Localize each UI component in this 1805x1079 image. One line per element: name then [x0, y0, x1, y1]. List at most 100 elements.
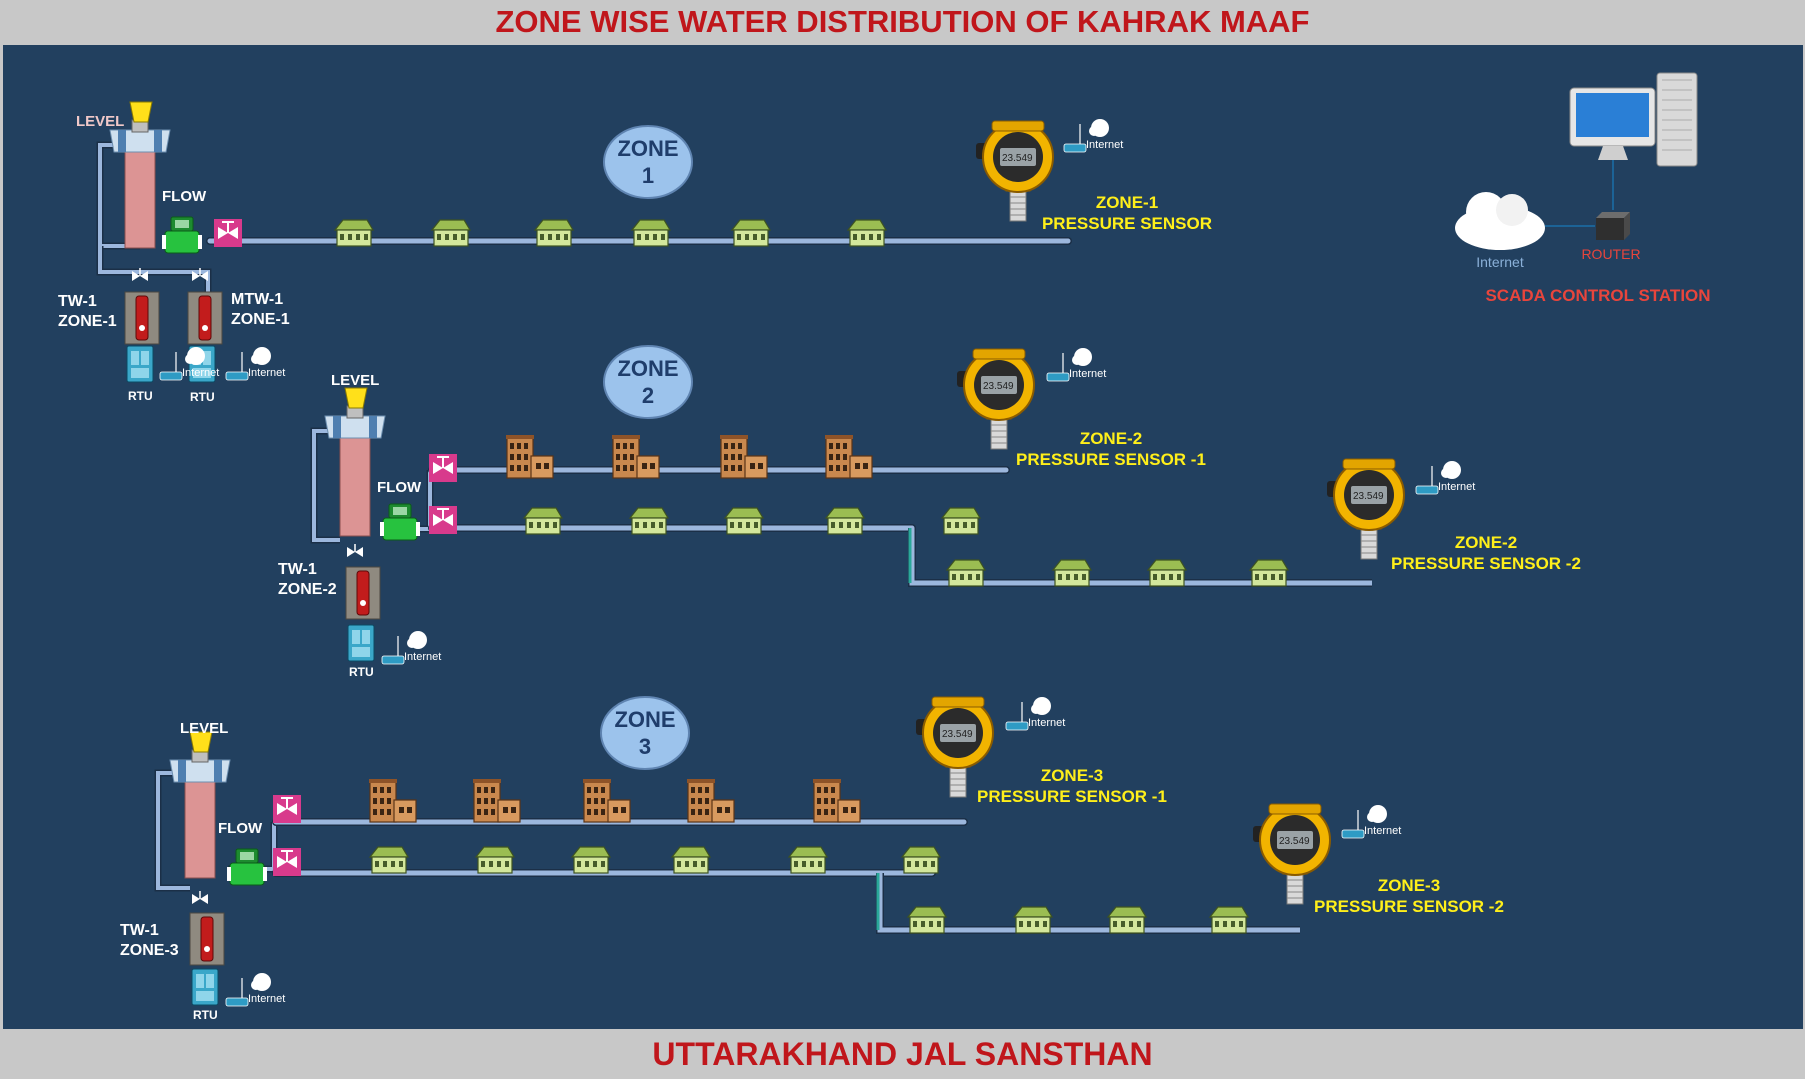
transmitter-cap [991, 120, 1045, 132]
valve-body [433, 514, 443, 526]
internet-label: Internet [1028, 717, 1065, 729]
building-window [731, 443, 735, 449]
cloud-icon [1367, 812, 1377, 822]
overhead-tank-icon [109, 101, 171, 249]
building-window [484, 798, 488, 804]
house-wall [433, 229, 469, 247]
house-roof [570, 846, 612, 858]
cloud-icon [185, 354, 195, 364]
internet-label: Internet [1086, 139, 1123, 151]
house-window [963, 522, 967, 528]
building-window [630, 465, 634, 471]
building-window [731, 465, 735, 471]
house-window [754, 522, 758, 528]
valve-body [277, 803, 287, 815]
zone-bubble-shape [603, 125, 693, 199]
house-window [391, 861, 395, 867]
building-window [594, 787, 598, 793]
house-window [437, 234, 441, 240]
building-icon [687, 779, 735, 823]
display-reading: 23.549 [1002, 153, 1033, 164]
rtu-label: RTU [193, 1008, 218, 1022]
rtu-door [352, 647, 370, 657]
internet-label: Internet [182, 367, 219, 379]
house-roof [368, 846, 410, 858]
building-window [630, 443, 634, 449]
house-window [753, 234, 757, 240]
building-cornice [583, 779, 611, 783]
rtu-door [131, 368, 149, 378]
house-roof [430, 219, 472, 231]
house-window [635, 522, 639, 528]
house-wall [371, 856, 407, 874]
house-wall [827, 517, 863, 535]
building-icon [583, 779, 631, 823]
tw-1-zone-1-label: TW-1 ZONE-1 [58, 293, 117, 330]
house-roof [1012, 906, 1054, 918]
flowmeter-body [382, 517, 418, 541]
house-window [730, 522, 734, 528]
zone-2-pressure-sensor-2-label: ZONE-2 PRESSURE SENSOR -2 [1391, 533, 1581, 573]
riser-valve-icon [192, 891, 208, 904]
flow-meter-icon [380, 503, 420, 541]
house-window [693, 861, 697, 867]
house-icon [900, 846, 942, 874]
computer-icon [1569, 72, 1698, 167]
sensor-name-label: PRESSURE SENSOR -2 [1314, 897, 1504, 916]
house-window [737, 234, 741, 240]
house-roof [1248, 559, 1290, 571]
house-window [661, 234, 665, 240]
building-window [510, 465, 514, 471]
house-window [1121, 921, 1125, 927]
building-window [831, 787, 835, 793]
internet-label: Internet [248, 367, 285, 379]
house-window [853, 234, 857, 240]
internet-link: Internet [1005, 697, 1065, 731]
sensor-zone-label: ZONE-2 [1080, 429, 1142, 448]
house-icon [1248, 559, 1290, 587]
building-window [824, 809, 828, 815]
cloud-icon [1031, 704, 1041, 714]
valve-body [347, 547, 355, 557]
house-window [913, 921, 917, 927]
building-window [510, 443, 514, 449]
house-window [877, 234, 881, 240]
rtu-door [203, 351, 211, 365]
building-window [724, 465, 728, 471]
rtu-label: RTU [128, 389, 153, 403]
building-window [863, 463, 868, 469]
building-icon [825, 435, 873, 479]
house-window [968, 574, 972, 580]
rtu-panel-icon: RTU [347, 624, 375, 679]
building-window [817, 798, 821, 804]
house-icon [1106, 906, 1148, 934]
building-annex [497, 799, 521, 823]
tank-stripe [118, 130, 126, 152]
house-icon [630, 219, 672, 247]
page-title: ZONE WISE WATER DISTRIBUTION OF KAHRAK M… [0, 0, 1805, 45]
tw-1-zone-2-label: TW-1 ZONE-2 [278, 561, 337, 598]
house-roof [1106, 906, 1148, 918]
house-icon [787, 846, 829, 874]
internet-link: Internet [381, 631, 441, 665]
tank-column [124, 141, 156, 249]
house-icon [1051, 559, 1093, 587]
house-window [537, 522, 541, 528]
house-roof [1208, 906, 1250, 918]
house-roof [522, 507, 564, 519]
house-wall [536, 229, 572, 247]
house-wall [336, 229, 372, 247]
building-window [691, 809, 695, 815]
house-window [929, 921, 933, 927]
building-window [843, 443, 847, 449]
pump-indicator [202, 325, 208, 331]
building-window [623, 443, 627, 449]
well-zone-label: ZONE-3 [120, 942, 179, 959]
building-cornice [369, 779, 397, 783]
rtu-door [196, 974, 204, 988]
building-window [731, 454, 735, 460]
building-window [851, 807, 856, 813]
